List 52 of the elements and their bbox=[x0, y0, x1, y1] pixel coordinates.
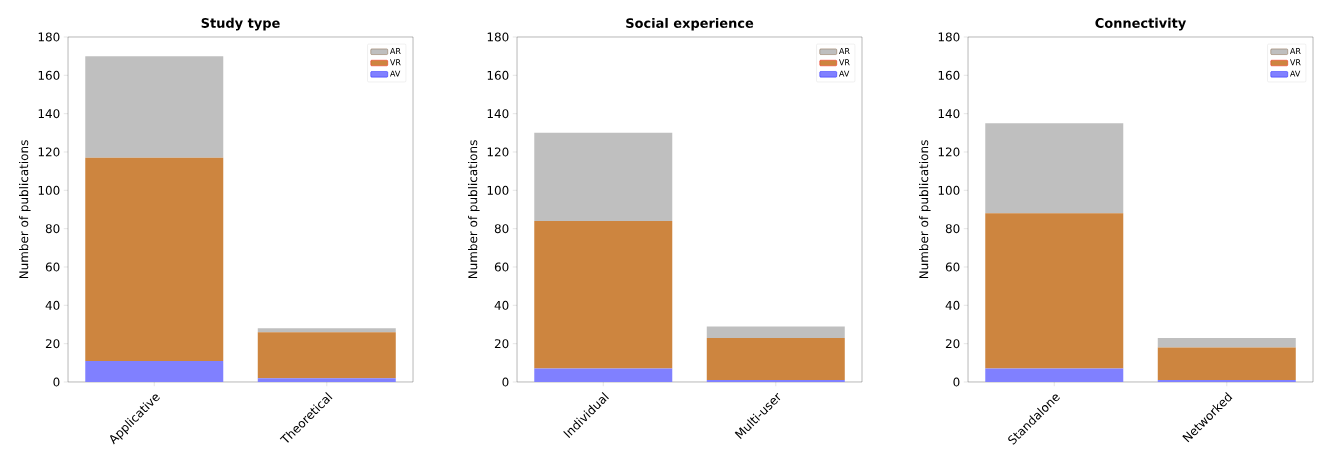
y-tick-label: 80 bbox=[45, 224, 60, 234]
y-tick-label: 40 bbox=[45, 300, 60, 310]
y-tick-label: 100 bbox=[38, 185, 60, 195]
y-tick-label: 140 bbox=[938, 109, 960, 119]
bar bbox=[1157, 347, 1296, 381]
chart-title: Social experience bbox=[626, 17, 754, 31]
y-tick-label: 0 bbox=[53, 377, 60, 387]
bar bbox=[257, 378, 396, 382]
bar bbox=[985, 368, 1124, 382]
y-tick-label: 60 bbox=[945, 262, 960, 272]
y-tick-label: 180 bbox=[487, 32, 509, 42]
y-tick-label: 20 bbox=[494, 339, 509, 349]
y-tick-label: 160 bbox=[938, 70, 960, 80]
bar bbox=[85, 56, 224, 158]
bar bbox=[257, 332, 396, 379]
bar bbox=[706, 337, 845, 381]
y-tick-label: 180 bbox=[38, 32, 60, 42]
y-tick-label: 120 bbox=[487, 147, 509, 157]
y-tick-label: 160 bbox=[487, 70, 509, 80]
y-tick-label: 20 bbox=[945, 339, 960, 349]
bar bbox=[1157, 337, 1296, 348]
y-tick-label: 160 bbox=[38, 70, 60, 80]
bar bbox=[985, 123, 1124, 214]
bar bbox=[985, 213, 1124, 369]
y-tick-label: 120 bbox=[38, 147, 60, 157]
y-tick-label: 60 bbox=[45, 262, 60, 272]
y-tick-label: 80 bbox=[494, 224, 509, 234]
chart-title: Study type bbox=[201, 17, 280, 31]
y-tick-label: 140 bbox=[38, 109, 60, 119]
y-tick-label: 20 bbox=[45, 339, 60, 349]
bar bbox=[85, 157, 224, 361]
y-tick-label: 0 bbox=[502, 377, 509, 387]
y-axis-title: Number of publications bbox=[919, 140, 931, 279]
y-axis-title: Number of publications bbox=[468, 140, 480, 279]
y-tick-label: 80 bbox=[945, 224, 960, 234]
bar bbox=[85, 360, 224, 382]
chart-title: Connectivity bbox=[1095, 17, 1187, 31]
bar bbox=[534, 368, 673, 382]
bar bbox=[706, 326, 845, 338]
y-tick-label: 180 bbox=[938, 32, 960, 42]
y-tick-label: 40 bbox=[945, 300, 960, 310]
y-tick-label: 140 bbox=[487, 109, 509, 119]
y-tick-label: 120 bbox=[938, 147, 960, 157]
y-tick-label: 60 bbox=[494, 262, 509, 272]
bar bbox=[257, 328, 396, 333]
bar bbox=[534, 220, 673, 369]
y-tick-label: 40 bbox=[494, 300, 509, 310]
y-tick-label: 0 bbox=[953, 377, 960, 387]
y-axis-title: Number of publications bbox=[19, 140, 31, 279]
y-tick-label: 100 bbox=[487, 185, 509, 195]
y-tick-label: 100 bbox=[938, 185, 960, 195]
bar bbox=[534, 132, 673, 221]
